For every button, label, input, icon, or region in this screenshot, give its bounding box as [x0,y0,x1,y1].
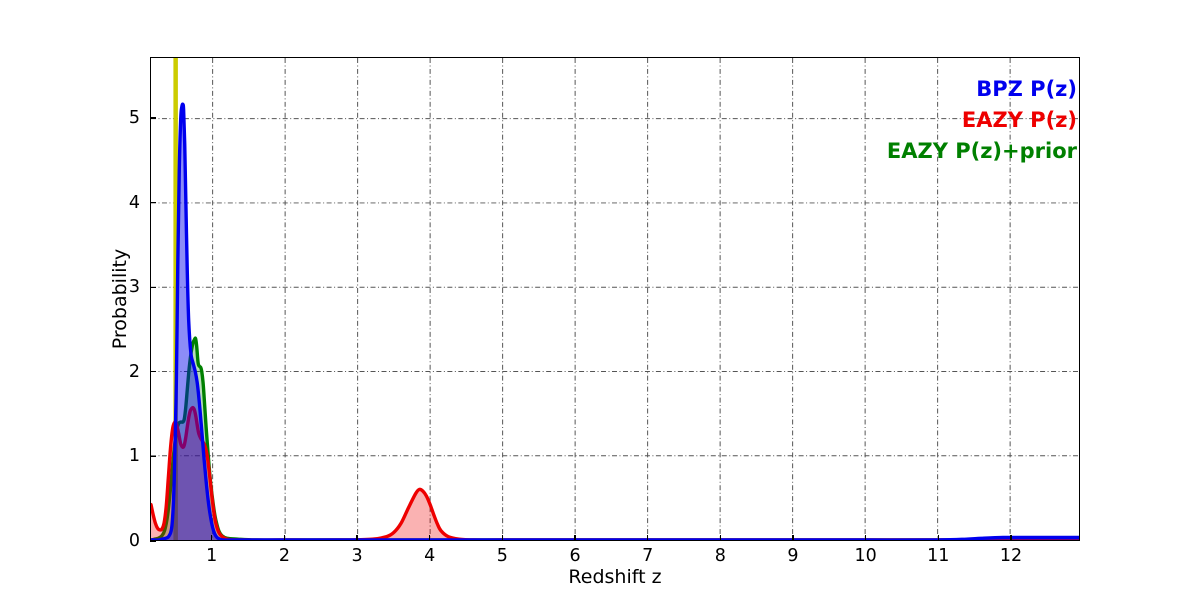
x-tick-label: 8 [714,546,726,566]
y-tickmark [150,201,156,204]
y-tickmark [150,455,156,458]
series-line-0 [151,102,1079,540]
x-tickmark [429,535,431,541]
x-tick-label: 2 [278,546,290,566]
x-tickmark [937,535,939,541]
x-tick-label: 5 [496,546,508,566]
legend-entry-bpz: BPZ P(z) [976,77,1077,101]
legend-entry-eazy-prior: EAZY P(z)+prior [886,139,1077,163]
y-tick-label: 2 [128,361,140,382]
y-tick-label: 5 [128,107,140,128]
plot-area [150,57,1080,541]
x-axis-label: Redshift z [568,566,662,588]
x-tick-label: 11 [927,546,950,566]
y-tickmark [150,117,156,119]
x-tickmark [283,535,286,541]
y-tick-label: 1 [128,446,140,467]
x-tickmark [356,535,358,541]
x-tickmark [719,535,721,541]
curves-layer [151,58,1079,540]
y-axis-label: Probability [109,248,131,350]
x-tickmark [501,535,504,541]
y-tickmark [150,371,156,373]
series-fill-1 [151,407,1079,540]
x-tick-label: 12 [999,546,1023,566]
x-tickmark [792,535,794,541]
y-tick-label: 0 [128,531,140,551]
x-tick-label: 3 [351,546,363,566]
gridlines [151,58,1079,540]
series-fill-2 [151,338,1079,540]
x-tick-label: 9 [787,546,799,566]
x-tick-label: 7 [642,546,654,566]
x-tick-label: 10 [854,546,877,566]
x-tick-label: 6 [569,546,581,566]
y-tickmark [150,286,156,288]
x-tick-label: 1 [206,546,218,566]
x-tickmark [1010,535,1012,541]
series-fill-0 [151,104,1079,540]
legend-entry-eazy: EAZY P(z) [961,108,1077,132]
x-tick-label: 4 [424,546,436,566]
x-tickmark [647,535,649,541]
x-tickmark [211,535,213,541]
y-tick-label: 4 [128,192,140,213]
y-tickmark [150,540,156,542]
series-line-1 [151,405,1079,540]
series-line-2 [151,336,1079,540]
x-tickmark [865,535,867,541]
x-tickmark [574,535,576,541]
y-tick-label: 3 [128,277,140,298]
legend: BPZ P(z) EAZY P(z) EAZY P(z)+prior [887,74,1077,167]
